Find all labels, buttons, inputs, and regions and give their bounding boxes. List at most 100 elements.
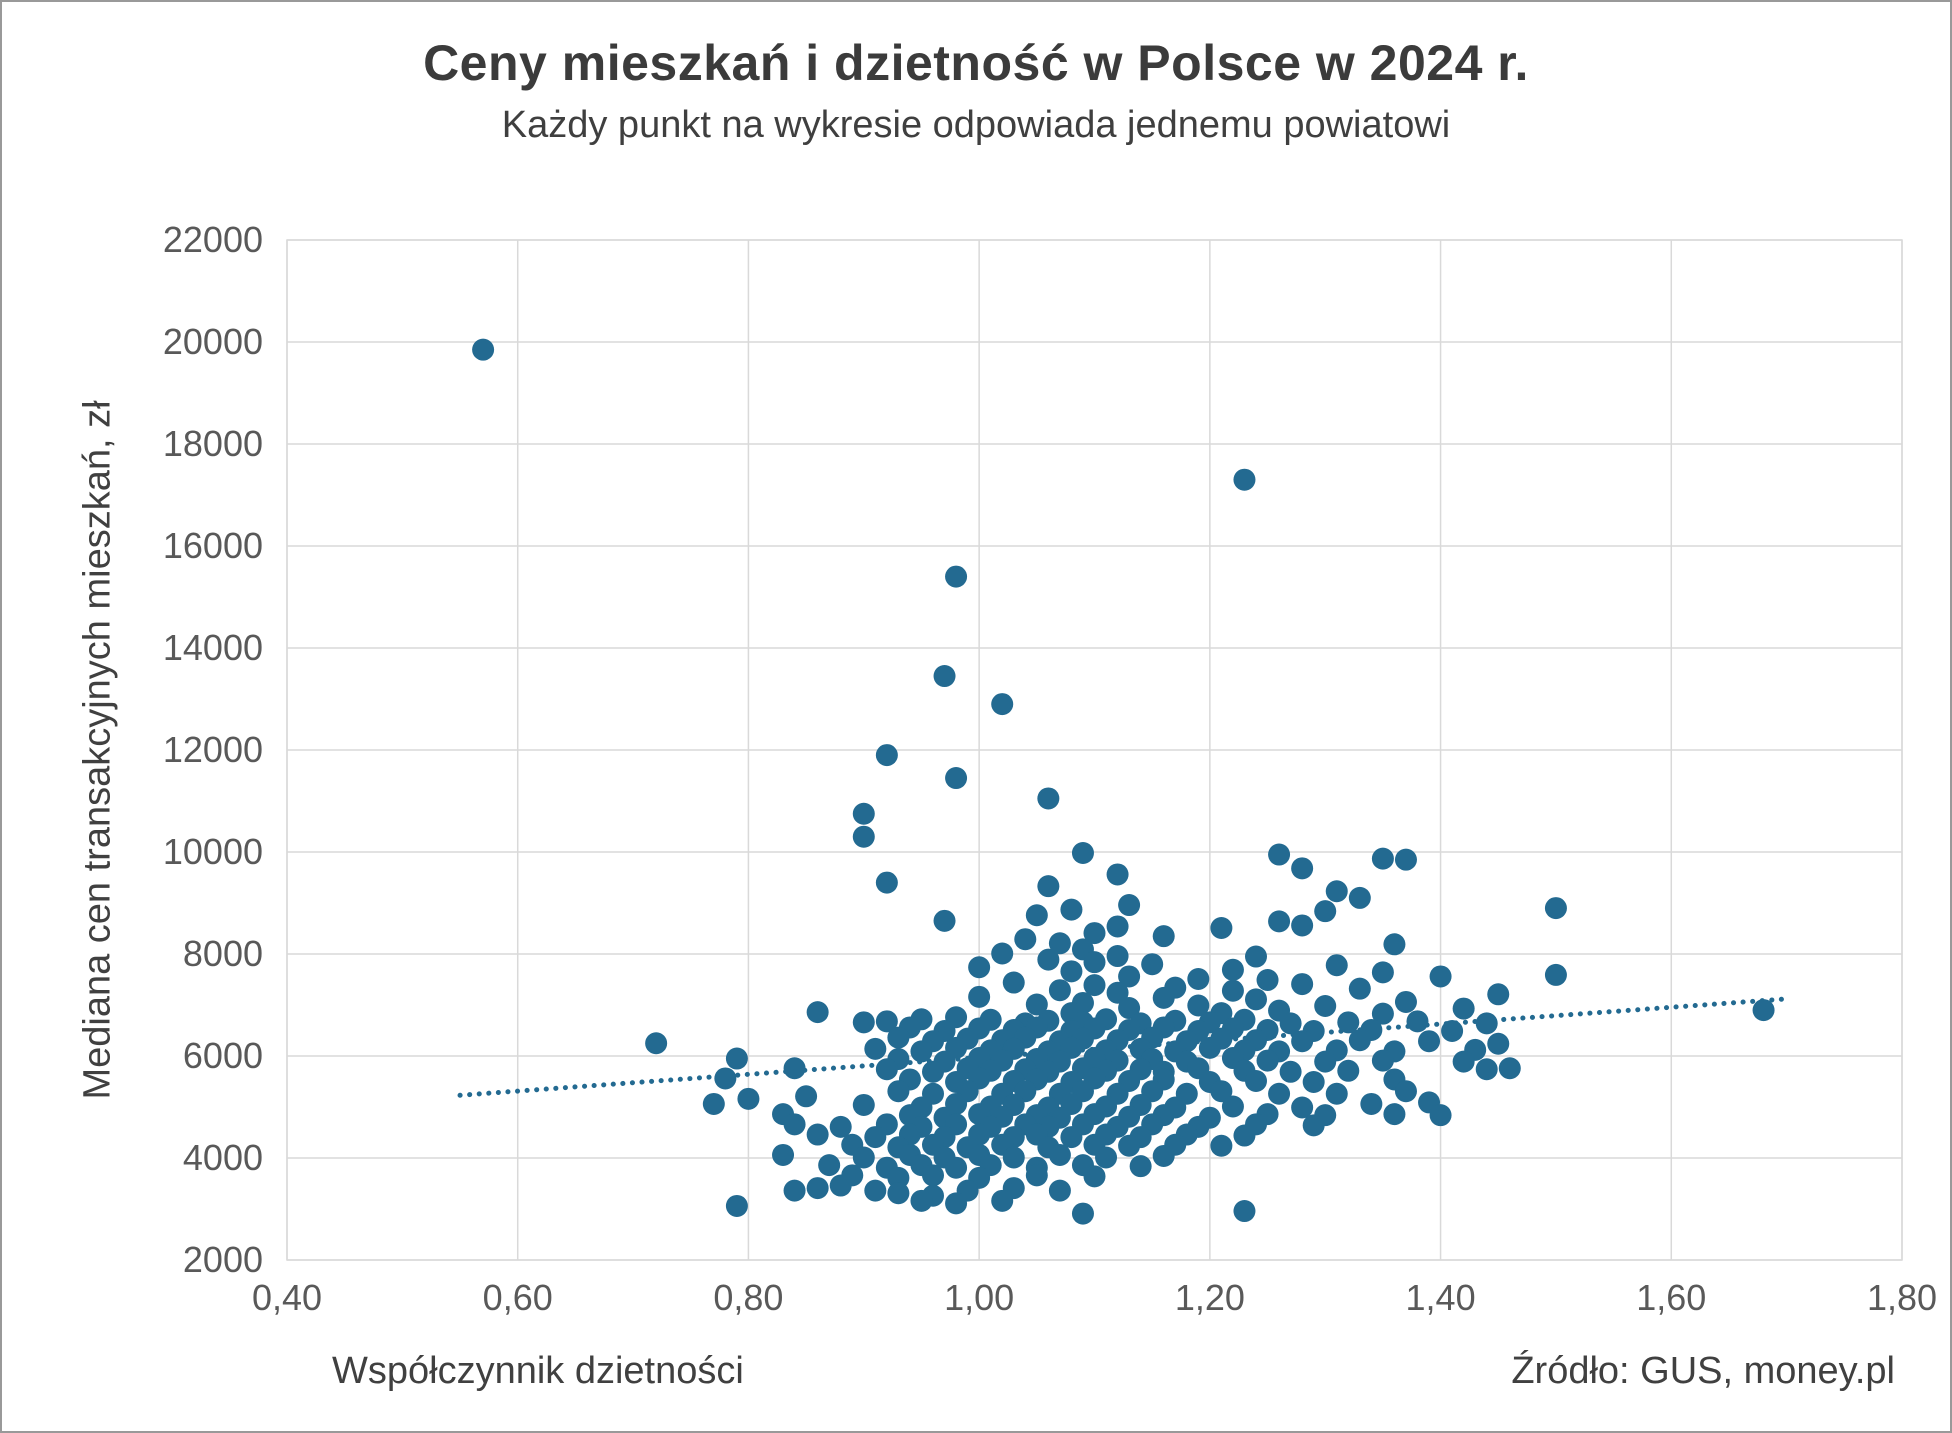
data-point <box>1371 1002 1394 1025</box>
data-point <box>1383 933 1406 956</box>
data-point <box>945 1192 968 1215</box>
data-point <box>1314 995 1337 1018</box>
data-point <box>725 1047 748 1070</box>
data-point <box>1371 1049 1394 1072</box>
data-point <box>1152 986 1175 1009</box>
data-point <box>806 1177 829 1200</box>
data-point <box>1418 1030 1441 1053</box>
data-point <box>945 1156 968 1179</box>
data-point <box>1048 1179 1071 1202</box>
data-point <box>714 1067 737 1090</box>
data-point <box>829 1174 852 1197</box>
data-point <box>645 1032 668 1055</box>
data-point <box>1487 1032 1510 1055</box>
data-point <box>1037 787 1060 810</box>
data-point <box>1198 1036 1221 1059</box>
data-point <box>783 1113 806 1136</box>
data-point <box>991 942 1014 965</box>
data-point <box>864 1126 887 1149</box>
data-point <box>1245 988 1267 1011</box>
y-tick-label: 14000 <box>163 627 263 668</box>
data-point <box>1002 971 1025 994</box>
x-tick-label: 1,20 <box>1175 1277 1245 1318</box>
data-point <box>1025 1164 1048 1187</box>
data-point <box>852 1093 875 1116</box>
data-point <box>783 1179 806 1202</box>
y-tick-label: 16000 <box>163 525 263 566</box>
data-point <box>1268 843 1291 866</box>
data-point <box>1441 1020 1464 1043</box>
x-tick-label: 1,40 <box>1406 1277 1476 1318</box>
data-point <box>875 1010 898 1033</box>
data-point <box>1498 1057 1521 1080</box>
data-point <box>472 338 495 361</box>
data-point <box>1348 977 1371 1000</box>
data-point <box>910 1040 933 1063</box>
plot-border <box>286 239 1903 1261</box>
data-point <box>887 1026 910 1049</box>
data-point <box>1348 886 1371 909</box>
data-point <box>1268 1082 1291 1105</box>
x-tick-label: 1,60 <box>1636 1277 1706 1318</box>
data-point <box>922 1164 944 1187</box>
data-point <box>1118 894 1141 917</box>
data-point <box>1348 1029 1371 1052</box>
data-point <box>1475 1058 1498 1081</box>
data-point <box>910 1189 933 1212</box>
data-point <box>737 1087 760 1110</box>
data-point <box>1083 951 1106 974</box>
data-point <box>991 1189 1014 1212</box>
data-point <box>1429 965 1452 988</box>
data-point <box>1106 915 1129 938</box>
data-point <box>702 1092 725 1115</box>
data-point <box>818 1154 841 1177</box>
data-point <box>1544 963 1567 986</box>
data-point <box>1279 1060 1302 1083</box>
data-point <box>1245 945 1267 968</box>
data-point <box>875 871 898 894</box>
data-point <box>933 909 956 932</box>
x-tick-label: 0,80 <box>713 1277 783 1318</box>
y-tick-label: 22000 <box>163 219 263 260</box>
data-point <box>1394 848 1417 871</box>
data-point <box>1083 922 1106 945</box>
chart-title: Ceny mieszkań i dzietność w Polsce w 202… <box>423 35 1529 91</box>
data-point <box>852 1146 875 1169</box>
data-point <box>1233 468 1256 491</box>
data-point <box>1314 1050 1337 1073</box>
data-point <box>1752 999 1775 1022</box>
trend-line <box>457 996 1790 1098</box>
data-point <box>1060 960 1083 983</box>
x-tick-label: 1,80 <box>1867 1277 1937 1318</box>
data-point <box>864 1179 887 1202</box>
data-point <box>1106 863 1129 886</box>
data-point <box>1083 974 1106 997</box>
data-point <box>783 1057 806 1080</box>
data-point <box>1118 997 1141 1020</box>
data-point <box>1371 961 1394 984</box>
data-point <box>1152 925 1175 948</box>
data-point <box>1325 880 1348 903</box>
data-point <box>1314 900 1337 923</box>
data-point <box>933 665 956 688</box>
data-point <box>1233 1200 1256 1223</box>
data-point <box>875 744 898 767</box>
data-point <box>1233 1124 1256 1147</box>
data-point <box>1152 1144 1175 1167</box>
data-point <box>725 1194 748 1217</box>
data-point <box>1302 1071 1325 1094</box>
data-point <box>1048 979 1071 1002</box>
y-tick-label: 2000 <box>183 1239 263 1280</box>
data-point <box>1129 1155 1152 1178</box>
y-tick-label: 8000 <box>183 933 263 974</box>
data-point <box>1210 916 1233 939</box>
data-point <box>1118 965 1141 988</box>
data-point <box>852 1011 875 1034</box>
data-point <box>1106 945 1129 968</box>
data-point <box>852 825 875 848</box>
data-point <box>1291 1030 1314 1053</box>
source-note: Źródło: GUS, money.pl <box>1511 1350 1895 1392</box>
data-point <box>829 1115 852 1138</box>
data-point <box>1325 954 1348 977</box>
